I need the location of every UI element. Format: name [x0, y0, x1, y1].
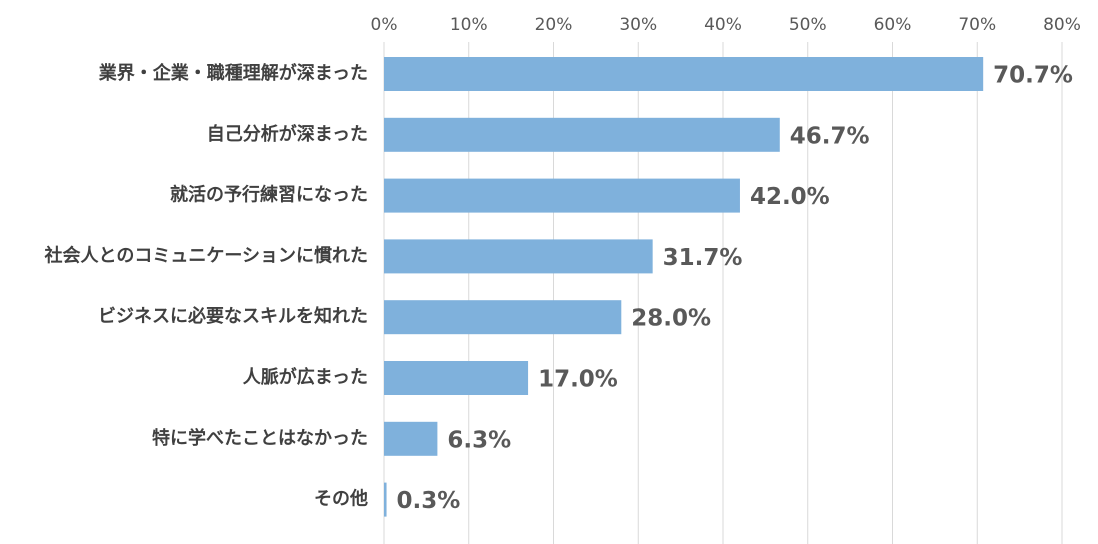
bar	[384, 239, 653, 274]
x-tick-label: 10%	[450, 15, 488, 35]
x-tick-label: 80%	[1043, 15, 1081, 35]
y-tick-label: 就活の予行練習になった	[170, 184, 368, 206]
bar	[384, 361, 529, 395]
data-label: 0.3%	[397, 488, 461, 514]
data-label: 17.0%	[538, 367, 618, 393]
y-tick-label: 業界・企業・職種理解が深まった	[98, 62, 368, 84]
bar	[384, 300, 622, 335]
data-label: 70.7%	[993, 63, 1073, 89]
y-tick-label: その他	[314, 488, 368, 510]
x-tick-label: 50%	[789, 15, 827, 35]
bar	[384, 178, 740, 213]
bar	[384, 57, 984, 91]
x-tick-label: 30%	[619, 15, 657, 35]
data-label: 6.3%	[447, 427, 511, 453]
x-tick-label: 20%	[535, 15, 573, 35]
x-tick-label: 70%	[958, 15, 996, 35]
data-label: 46.7%	[790, 123, 870, 149]
x-tick-label: 40%	[704, 15, 742, 35]
x-tick-label: 0%	[371, 15, 398, 35]
y-tick-label: 社会人とのコミュニケーションに慣れた	[45, 244, 368, 266]
bar	[384, 421, 438, 456]
y-tick-label: 特に学べたことはなかった	[152, 427, 368, 449]
x-tick-label: 60%	[874, 15, 912, 35]
data-label: 28.0%	[631, 306, 711, 332]
y-tick-label: 自己分析が深まった	[207, 123, 368, 145]
bar	[384, 482, 387, 517]
y-tick-label: 人脈が広まった	[243, 366, 368, 388]
data-label: 42.0%	[750, 184, 830, 210]
bar	[384, 117, 780, 152]
y-tick-label: ビジネスに必要なスキルを知れた	[98, 305, 368, 327]
data-label: 31.7%	[663, 245, 743, 271]
